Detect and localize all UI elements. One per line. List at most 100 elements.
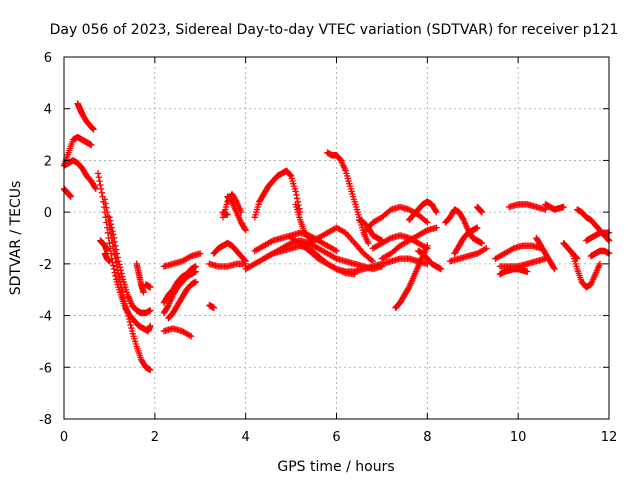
y-tick-label: 6 <box>44 51 52 66</box>
series-segment <box>569 250 604 291</box>
y-tick-label: -8 <box>39 413 52 428</box>
data-point-marker <box>116 264 124 271</box>
series-segment <box>74 100 97 133</box>
series-segment <box>560 239 581 262</box>
series-segment <box>165 278 199 322</box>
x-tick-label: 10 <box>510 430 527 445</box>
series-segment <box>206 260 249 270</box>
data-point-marker <box>123 306 131 314</box>
data-point-marker <box>110 262 117 269</box>
data-point-marker <box>122 300 129 308</box>
data-point-marker <box>95 174 103 181</box>
series-segment <box>160 268 199 317</box>
y-axis-label: SDTVAR / TECUs <box>8 181 24 296</box>
data-point-marker <box>478 208 486 216</box>
data-point-marker <box>67 193 75 200</box>
data-point-marker <box>103 204 110 212</box>
data-point-marker <box>147 366 154 374</box>
data-point-marker <box>106 214 113 221</box>
x-tick-label: 12 <box>601 430 618 445</box>
series-segment <box>378 224 440 262</box>
data-point-marker <box>94 170 102 177</box>
data-point-marker <box>125 312 132 320</box>
chart-title: Day 056 of 2023, Sidereal Day-to-day VTE… <box>50 22 619 38</box>
series-segment <box>60 157 99 193</box>
data-point-marker <box>113 250 121 257</box>
data-point-marker <box>333 247 340 255</box>
data-point-marker <box>147 322 154 330</box>
data-point-marker <box>293 191 300 199</box>
data-point-marker <box>121 297 128 305</box>
series-segment <box>101 196 154 374</box>
data-point-marker <box>365 239 372 247</box>
data-point-marker <box>242 227 249 234</box>
data-point-marker <box>107 221 115 228</box>
data-point-marker <box>483 245 490 252</box>
data-point-marker <box>117 267 124 274</box>
x-tick-label: 4 <box>242 430 250 445</box>
series-segment <box>474 203 486 216</box>
series-segment <box>505 201 549 213</box>
data-point-marker <box>351 271 358 278</box>
data-point-marker <box>108 224 115 231</box>
data-point-marker <box>596 260 604 268</box>
data-point-marker <box>113 246 120 253</box>
x-tick-label: 2 <box>151 430 159 445</box>
series-segment <box>446 245 490 265</box>
data-point-marker <box>424 242 431 249</box>
data-point-marker <box>551 265 558 273</box>
data-point-marker <box>192 263 199 270</box>
data-point-marker <box>106 258 113 265</box>
series-segment <box>160 325 195 340</box>
data-point-marker <box>437 265 445 273</box>
series-segment <box>60 133 95 169</box>
data-point-marker <box>369 258 377 265</box>
axis-ticks <box>63 56 610 420</box>
series-segment <box>451 224 481 257</box>
data-point-marker <box>97 181 104 189</box>
x-axis-label: GPS time / hours <box>277 459 394 475</box>
data-point-marker <box>110 234 118 242</box>
series-segment <box>160 250 204 270</box>
data-point-marker <box>147 307 154 314</box>
series-segment <box>142 281 154 291</box>
data-point-marker <box>101 196 109 203</box>
data-point-marker <box>287 171 294 179</box>
series-segment <box>106 214 154 317</box>
data-point-marker <box>478 239 486 247</box>
data-point-marker <box>433 224 440 231</box>
grid-lines <box>64 57 609 419</box>
data-point-marker <box>111 238 118 246</box>
data-point-marker <box>97 185 105 193</box>
data-point-marker <box>115 271 122 278</box>
data-point-marker <box>118 270 125 277</box>
data-point-marker <box>98 189 106 196</box>
y-tick-label: -6 <box>39 361 52 376</box>
series-segment <box>533 234 558 273</box>
x-tick-label: 0 <box>60 430 68 445</box>
data-point-marker <box>122 303 130 311</box>
series-segment <box>587 247 613 260</box>
series-segment <box>101 250 113 265</box>
series-segment <box>496 265 531 278</box>
data-point-marker <box>116 274 123 281</box>
data-point-marker <box>241 225 249 233</box>
data-point-marker <box>96 177 103 185</box>
data-point-marker <box>115 258 122 265</box>
data-point-marker <box>140 289 147 296</box>
data-point-marker <box>187 333 195 340</box>
data-point-marker <box>474 224 481 231</box>
data-point-marker <box>432 207 439 215</box>
y-tick-label: -2 <box>39 258 52 273</box>
axis-tick-labels: 0 2 4 6 8 10 12 -8 -6 -4 -2 0 2 4 6 <box>39 51 617 445</box>
series-segment <box>219 208 231 218</box>
data-point-marker <box>110 231 117 238</box>
data-point-marker <box>112 242 119 249</box>
y-tick-label: 4 <box>44 103 52 118</box>
x-tick-label: 6 <box>332 430 340 445</box>
data-points <box>60 100 613 374</box>
series-segment <box>405 198 440 224</box>
x-tick-label: 8 <box>423 430 431 445</box>
data-point-marker <box>90 126 97 133</box>
data-point-marker <box>292 188 299 195</box>
